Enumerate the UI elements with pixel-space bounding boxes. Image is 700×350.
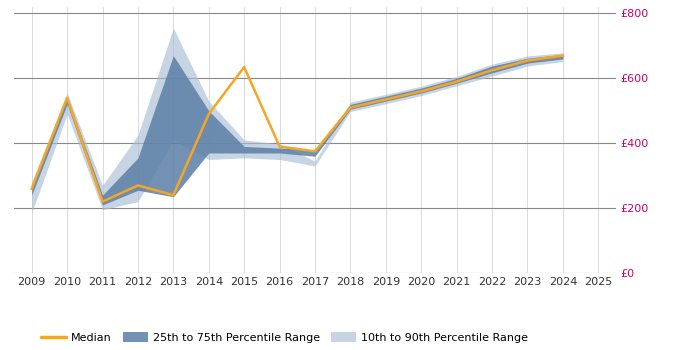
Legend: Median, 25th to 75th Percentile Range, 10th to 90th Percentile Range: Median, 25th to 75th Percentile Range, 1…	[37, 328, 533, 347]
